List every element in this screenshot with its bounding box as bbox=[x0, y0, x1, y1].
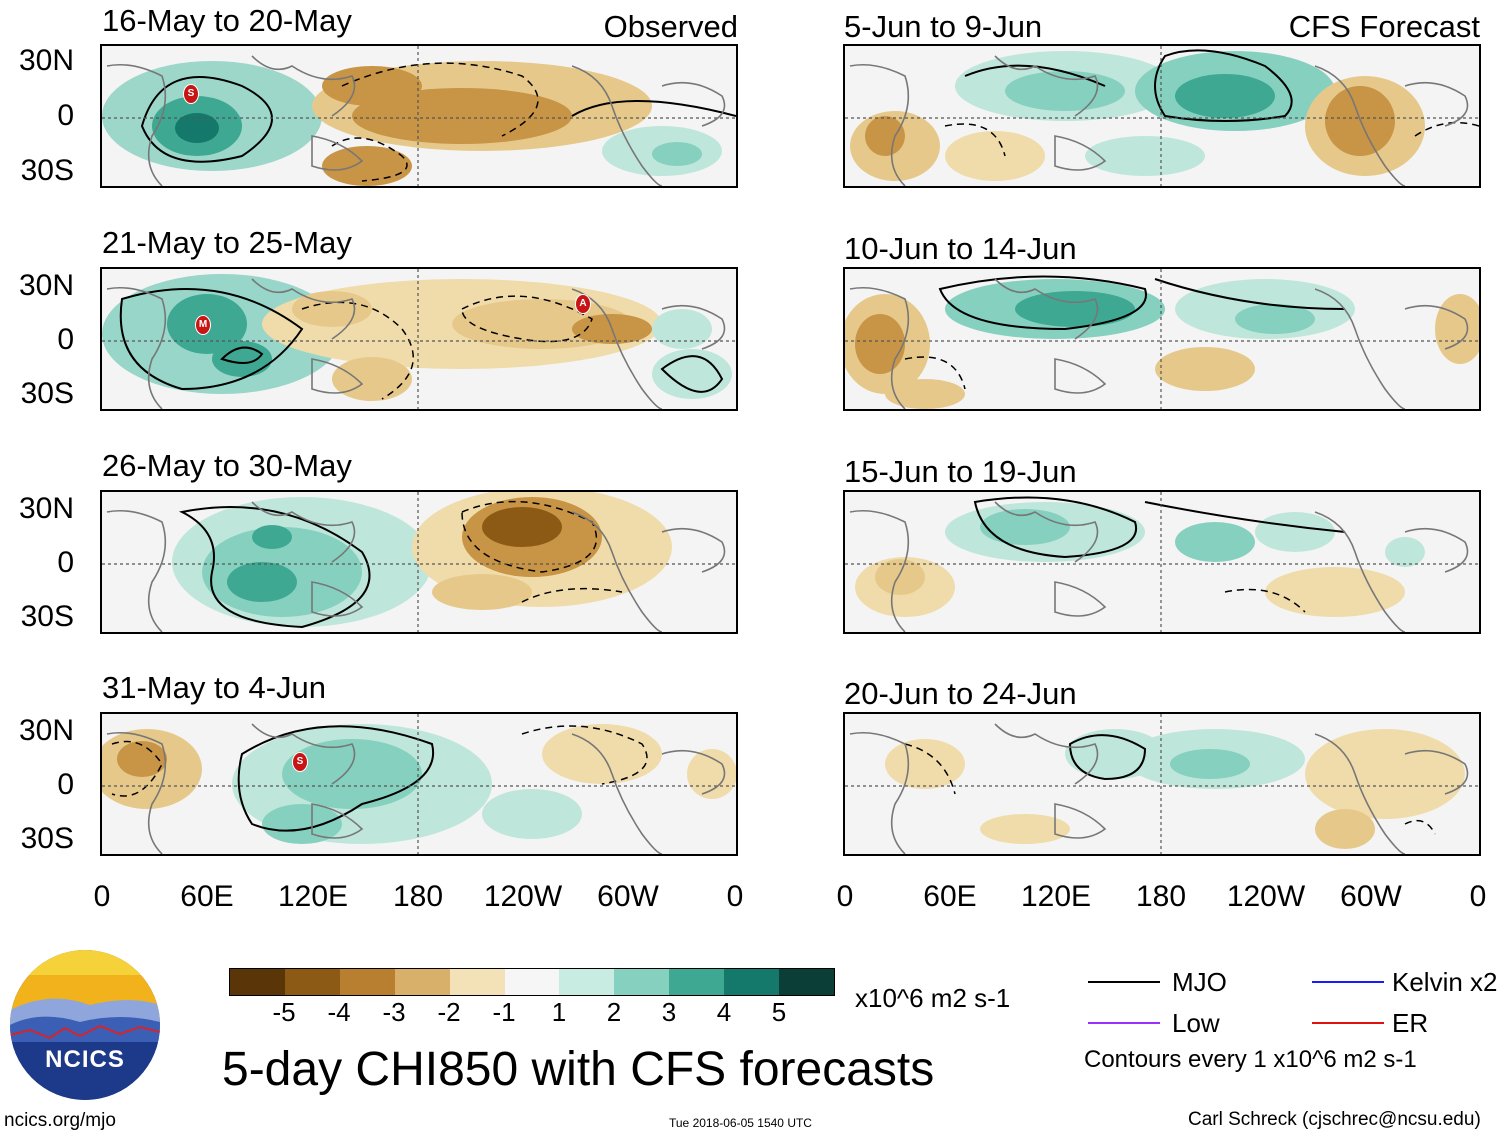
lon-label: 0 bbox=[836, 880, 854, 913]
lon-label: 0 bbox=[726, 880, 744, 913]
map-panel-left-1 bbox=[100, 267, 738, 411]
lat-label-30s: 30S bbox=[20, 600, 74, 633]
colorbar-units: x10^6 m2 s-1 bbox=[855, 983, 1011, 1013]
map-panel-right-3 bbox=[843, 712, 1481, 856]
map-panel-left-0 bbox=[100, 44, 738, 188]
lon-label: 60E bbox=[180, 880, 234, 913]
lon-label: 120E bbox=[277, 880, 349, 913]
colorbar-swatch bbox=[230, 969, 285, 995]
footer-url[interactable]: ncics.org/mjo bbox=[4, 1110, 116, 1131]
lat-label-30n: 30N bbox=[18, 44, 74, 77]
lon-label: 120W bbox=[483, 880, 563, 913]
colorbar-swatch bbox=[394, 969, 450, 995]
panel-type-observed: Observed bbox=[603, 9, 738, 44]
lat-label-eq: 0 bbox=[57, 99, 74, 132]
figure-title: 5-day CHI850 with CFS forecasts bbox=[222, 1043, 935, 1096]
panel-title: 15-Jun to 19-Jun bbox=[844, 454, 1077, 489]
legend-contours-note: Contours every 1 x10^6 m2 s-1 bbox=[1084, 1046, 1417, 1073]
colorbar-swatch bbox=[559, 969, 615, 995]
storm-marker: S bbox=[183, 84, 199, 104]
colorbar-swatch bbox=[339, 969, 395, 995]
lat-label-30n: 30N bbox=[18, 714, 74, 747]
panel-title: 5-Jun to 9-Jun bbox=[844, 9, 1043, 44]
panel-title: 10-Jun to 14-Jun bbox=[844, 231, 1077, 266]
footer-credit: Carl Schreck (cjschrec@ncsu.edu) bbox=[1188, 1109, 1481, 1130]
storm-marker: M bbox=[195, 315, 211, 335]
storm-marker: A bbox=[575, 294, 591, 314]
colorbar bbox=[229, 968, 835, 996]
panel-title: 26-May to 30-May bbox=[102, 448, 352, 483]
panel-title: 20-Jun to 24-Jun bbox=[844, 676, 1077, 711]
lat-label-eq: 0 bbox=[57, 546, 74, 579]
footer-timestamp: Tue 2018-06-05 1540 UTC bbox=[669, 1116, 812, 1130]
lon-label: 180 bbox=[1135, 880, 1187, 913]
legend-line-mjo bbox=[1088, 981, 1160, 983]
panel-type-forecast: CFS Forecast bbox=[1288, 9, 1480, 44]
lat-label-eq: 0 bbox=[57, 768, 74, 801]
lon-label: 60W bbox=[597, 880, 659, 913]
map-panel-left-3 bbox=[100, 712, 738, 856]
colorbar-tick: 4 bbox=[716, 997, 732, 1027]
colorbar-swatch bbox=[449, 969, 505, 995]
lat-label-30s: 30S bbox=[20, 377, 74, 410]
panel-title: 16-May to 20-May bbox=[102, 3, 352, 38]
ncics-logo: NCICS bbox=[10, 950, 160, 1100]
lat-label-30s: 30S bbox=[20, 154, 74, 187]
colorbar-swatch bbox=[614, 969, 670, 995]
colorbar-tick: 2 bbox=[606, 997, 622, 1027]
colorbar-tick: -4 bbox=[327, 997, 351, 1027]
lon-label: 60W bbox=[1340, 880, 1402, 913]
panel-title: 31-May to 4-Jun bbox=[102, 670, 326, 705]
map-panel-right-1 bbox=[843, 267, 1481, 411]
lon-label: 120W bbox=[1226, 880, 1306, 913]
lat-label-30s: 30S bbox=[20, 822, 74, 855]
colorbar-swatch bbox=[504, 969, 560, 995]
colorbar-tick: 3 bbox=[661, 997, 677, 1027]
legend-line-kelvin bbox=[1312, 981, 1384, 983]
lon-label: 0 bbox=[1469, 880, 1487, 913]
colorbar-tick: -1 bbox=[492, 997, 516, 1027]
colorbar-swatch bbox=[779, 969, 834, 995]
lon-label: 180 bbox=[392, 880, 444, 913]
lon-label: 120E bbox=[1020, 880, 1092, 913]
legend-label-er: ER bbox=[1392, 1008, 1429, 1038]
lat-label-eq: 0 bbox=[57, 323, 74, 356]
lon-label: 0 bbox=[93, 880, 111, 913]
legend-label-kelvin: Kelvin x2 bbox=[1392, 967, 1498, 997]
colorbar-tick: -5 bbox=[272, 997, 296, 1027]
colorbar-swatch bbox=[724, 969, 780, 995]
map-panel-right-0 bbox=[843, 44, 1481, 188]
colorbar-tick: -2 bbox=[437, 997, 461, 1027]
legend-label-low: Low bbox=[1172, 1008, 1220, 1038]
lon-label: 60E bbox=[923, 880, 977, 913]
legend-label-mjo: MJO bbox=[1172, 967, 1227, 997]
colorbar-swatch bbox=[284, 969, 340, 995]
legend-line-er bbox=[1312, 1022, 1384, 1024]
logo-text: NCICS bbox=[45, 1046, 125, 1073]
panel-title: 21-May to 25-May bbox=[102, 225, 352, 260]
legend-line-low bbox=[1088, 1022, 1160, 1024]
map-panel-left-2 bbox=[100, 490, 738, 634]
map-panel-right-2 bbox=[843, 490, 1481, 634]
lat-label-30n: 30N bbox=[18, 269, 74, 302]
colorbar-tick: 5 bbox=[771, 997, 787, 1027]
storm-marker: S bbox=[292, 752, 308, 772]
colorbar-swatch bbox=[669, 969, 725, 995]
lat-label-30n: 30N bbox=[18, 492, 74, 525]
colorbar-tick: -3 bbox=[382, 997, 406, 1027]
colorbar-tick: 1 bbox=[551, 997, 567, 1027]
